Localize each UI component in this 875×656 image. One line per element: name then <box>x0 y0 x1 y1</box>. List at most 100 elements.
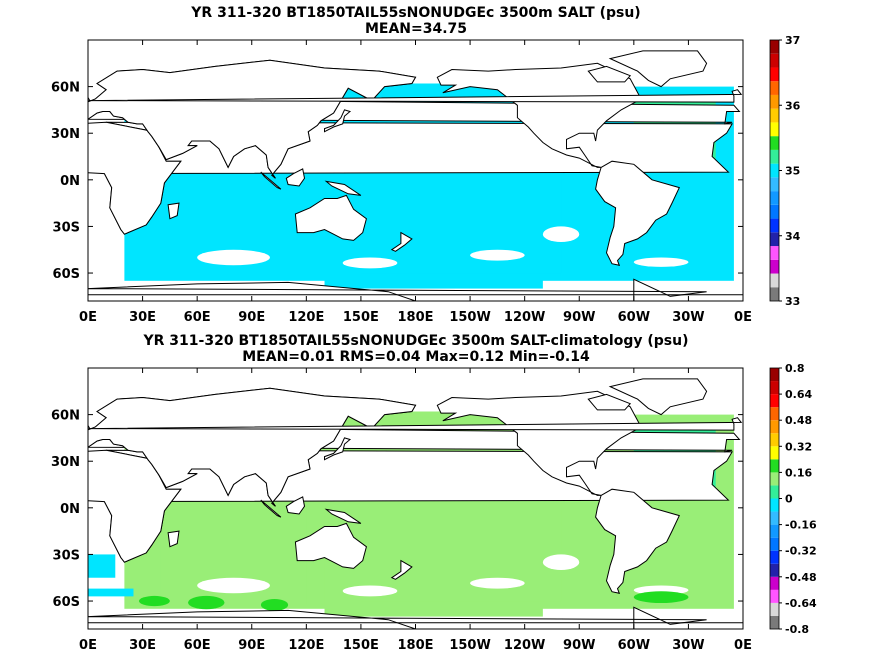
top-subtitle: MEAN=34.75 <box>365 21 467 37</box>
land-s-america <box>595 488 681 594</box>
x-tick-label: 150E <box>343 638 379 653</box>
bottom-x-ticks: 0E 30E 60E 90E 120E 150E 180E 150W 120W 90W 60W 30W… <box>79 368 752 653</box>
colorbar-label: -0.8 <box>785 623 809 636</box>
land-eurasia <box>88 387 417 507</box>
land-australia <box>294 194 367 241</box>
x-tick-label: 30W <box>672 310 704 325</box>
colorbar-swatch <box>770 204 779 219</box>
x-tick-label: 150W <box>449 638 490 653</box>
x-tick-label: 120W <box>504 638 545 653</box>
colorbar-swatch <box>770 149 779 164</box>
colorbar-swatch <box>770 259 779 274</box>
colorbar-swatch <box>770 485 779 499</box>
land-antarctica <box>88 278 707 301</box>
colorbar-swatch <box>770 550 779 564</box>
colorbar-swatch <box>770 191 779 205</box>
land-new-zealand <box>390 231 413 252</box>
ridge-gap <box>470 577 525 589</box>
colorbar-swatch <box>770 136 779 150</box>
colorbar-swatch <box>770 177 779 192</box>
colorbar-label: 34 <box>785 230 801 243</box>
colorbar-label: 33 <box>785 295 800 308</box>
x-tick-label: 90W <box>563 310 595 325</box>
x-tick-label: 0E <box>79 638 97 653</box>
colorbar-swatch <box>770 81 779 95</box>
colorbar-swatch <box>770 53 779 68</box>
ridge-gap <box>470 249 525 261</box>
x-tick-label: 180E <box>397 638 433 653</box>
colorbar-swatch <box>770 122 779 137</box>
land-japan <box>324 109 352 133</box>
y-tick-label: 0N <box>60 174 80 189</box>
land-baffin <box>587 393 632 411</box>
colorbar-swatch <box>770 615 779 629</box>
negative-anomaly-patch <box>88 588 134 597</box>
colorbar-label: 35 <box>785 165 800 178</box>
colorbar-swatch <box>770 537 779 551</box>
colorbar-swatch <box>770 163 779 178</box>
x-tick-label: 30W <box>672 638 704 653</box>
positive-anomaly-patch <box>633 591 689 604</box>
colorbar-label: 0.8 <box>785 362 805 375</box>
colorbar-label: -0.32 <box>785 545 817 558</box>
ridge-gap <box>633 257 689 267</box>
x-tick-label: 60W <box>618 638 650 653</box>
colorbar-swatch <box>770 576 779 590</box>
x-tick-label: 120E <box>288 310 324 325</box>
x-tick-label: 60E <box>184 638 211 653</box>
colorbar-swatch <box>770 472 779 486</box>
land-baffin <box>587 65 632 83</box>
y-tick-label: 60N <box>51 409 80 424</box>
land-sumatra <box>260 171 282 190</box>
x-tick-label: 90E <box>238 638 265 653</box>
positive-anomaly-patch <box>188 595 225 610</box>
x-tick-label: 150E <box>343 310 379 325</box>
negative-anomaly-patch <box>88 554 116 578</box>
bottom-map-field <box>88 368 743 629</box>
ridge-gap <box>197 577 270 594</box>
bottom-anomaly-panel: YR 311-320 BT1850TAIL55sNONUDGEc 3500m S… <box>51 333 817 653</box>
bottom-subtitle: MEAN=0.01 RMS=0.04 Max=0.12 Min=-0.14 <box>242 349 590 365</box>
y-tick-label: 30N <box>51 455 80 470</box>
colorbar-label: -0.48 <box>785 571 817 584</box>
bottom-title: YR 311-320 BT1850TAIL55sNONUDGEc 3500m S… <box>143 333 689 349</box>
land-borneo <box>285 496 306 515</box>
colorbar-label: 0.32 <box>785 440 812 453</box>
top-x-ticks: 0E 30E 60E 90E 120E 150E 180E 150W 120W 90W 60W 30W… <box>79 40 752 325</box>
y-tick-label: 30S <box>53 220 80 235</box>
y-tick-label: 60N <box>51 81 80 96</box>
land-eurasia <box>88 59 417 179</box>
top-salinity-panel: YR 311-320 BT1850TAIL55sNONUDGEc 3500m S… <box>51 5 801 325</box>
colorbar-swatch <box>770 246 779 260</box>
ridge-gap <box>542 226 580 242</box>
colorbar-swatch <box>770 232 779 247</box>
colorbar-label: 0 <box>785 493 793 506</box>
x-tick-label: 30E <box>129 310 156 325</box>
ridge-gap <box>197 249 270 266</box>
land-antarctica <box>88 606 707 629</box>
x-tick-label: 0E <box>79 310 97 325</box>
colorbar-swatch <box>770 108 779 123</box>
colorbar-swatch <box>770 381 779 395</box>
y-tick-label: 30N <box>51 127 80 142</box>
colorbar-swatch <box>770 368 779 382</box>
colorbar-swatch <box>770 40 779 54</box>
land-borneo <box>285 168 306 187</box>
colorbar-swatch <box>770 407 779 421</box>
colorbar-label: 0.48 <box>785 414 812 427</box>
colorbar-label: 0.64 <box>785 388 812 401</box>
colorbar-swatch <box>770 589 779 603</box>
x-tick-label: 30E <box>129 638 156 653</box>
colorbar-swatch <box>770 563 779 577</box>
land-new-guinea <box>324 180 362 196</box>
colorbar-swatch <box>770 420 779 434</box>
x-tick-label: 90W <box>563 638 595 653</box>
colorbar-swatch <box>770 67 779 82</box>
colorbar-swatch <box>770 602 779 616</box>
colorbar-swatch <box>770 394 779 408</box>
top-colorbar: 37 36 35 34 33 <box>769 34 801 308</box>
land-australia <box>294 522 367 569</box>
land-madagascar <box>167 530 180 548</box>
land-s-america <box>595 160 681 266</box>
